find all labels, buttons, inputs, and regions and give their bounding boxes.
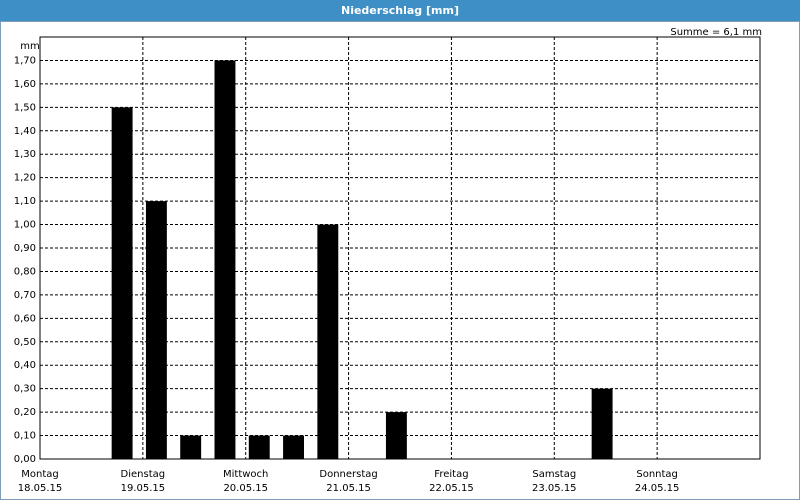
bar — [283, 435, 304, 459]
y-tick-label: 0,60 — [14, 313, 36, 324]
sum-annotation: Summe = 6,1 mm — [670, 27, 762, 38]
title-bar: Niederschlag [mm] — [0, 0, 800, 21]
y-tick-label: 0,50 — [14, 337, 36, 348]
bar — [385, 412, 407, 459]
x-tick-label: Samstag 23.05.15 — [532, 469, 577, 494]
y-tick-label: 0,20 — [14, 407, 36, 418]
y-tick-label: 1,30 — [14, 149, 36, 160]
y-unit: mm — [20, 41, 39, 52]
y-tick-label: 0,40 — [14, 360, 36, 371]
y-tick-label: 1,00 — [14, 220, 36, 231]
y-tick-label: 1,60 — [14, 79, 36, 90]
x-tick-label: Montag 18.05.15 — [17, 469, 63, 494]
y-tick-label: 0,70 — [14, 290, 36, 301]
bar — [145, 201, 167, 459]
bar — [317, 224, 339, 459]
y-tick-label: 1,20 — [14, 173, 36, 184]
y-tick-label: 0,00 — [14, 454, 36, 465]
y-tick-label: 0,30 — [14, 384, 36, 395]
bar — [591, 388, 613, 459]
x-tick-label: Dienstag 19.05.15 — [120, 469, 166, 494]
x-tick-label: Sonntag 24.05.15 — [634, 469, 680, 494]
x-tick-label: Donnerstag 21.05.15 — [319, 469, 378, 494]
y-tick-label: 1,10 — [14, 196, 36, 207]
bar — [111, 107, 133, 459]
bar — [180, 435, 202, 459]
y-tick-label: 1,50 — [14, 102, 36, 113]
x-tick-label: Freitag 22.05.15 — [429, 469, 474, 494]
bar — [248, 435, 270, 459]
y-tick-label: 0,90 — [14, 243, 36, 254]
y-tick-label: 1,70 — [14, 55, 36, 66]
y-tick-label: 0,10 — [14, 431, 36, 442]
bar — [214, 60, 236, 459]
x-tick-label: Mittwoch 20.05.15 — [223, 469, 269, 494]
y-tick-label: 0,80 — [14, 266, 36, 277]
y-tick-label: 1,40 — [14, 126, 36, 137]
